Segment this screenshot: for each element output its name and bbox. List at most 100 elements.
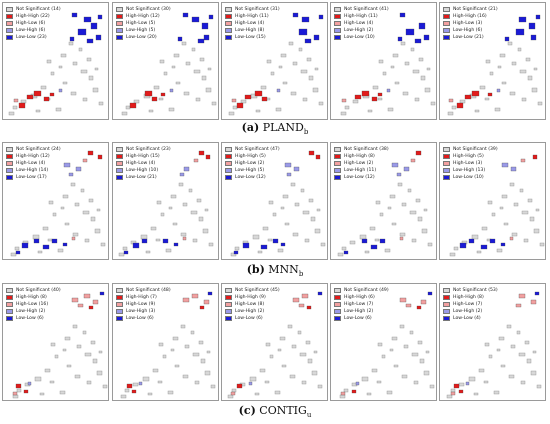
map-region xyxy=(453,383,460,389)
map-region xyxy=(198,216,204,222)
map-region xyxy=(497,65,502,69)
map-region xyxy=(132,382,139,387)
map-region xyxy=(359,234,367,240)
map-region xyxy=(18,102,26,109)
legend-item: Low-High (2) xyxy=(6,308,61,315)
map-region xyxy=(396,172,402,177)
map-region xyxy=(57,248,64,253)
legend-item: Low-High (2) xyxy=(334,308,389,315)
legend-item: High-High (5) xyxy=(225,153,280,160)
map-legend: Not Significant (31) High-High (11) High-L… xyxy=(225,6,280,41)
legend-label: Low-Low (6) xyxy=(235,316,263,321)
legend-swatch xyxy=(443,288,450,293)
map-region xyxy=(489,238,496,244)
map-region xyxy=(39,392,45,396)
map-region xyxy=(175,81,181,85)
map-region xyxy=(168,107,175,112)
legend-swatch xyxy=(116,14,123,19)
map-region xyxy=(236,102,244,109)
map-region xyxy=(184,344,190,349)
map-region xyxy=(259,368,266,373)
legend-label: Low-High (10) xyxy=(126,168,159,173)
legend-swatch xyxy=(6,21,13,26)
map-region xyxy=(447,111,454,116)
map-region xyxy=(361,376,369,382)
map-region xyxy=(405,303,412,308)
map-region xyxy=(523,238,529,243)
map-region xyxy=(308,75,314,81)
map-region xyxy=(290,91,297,96)
map-region xyxy=(179,172,185,177)
legend-item: Not Significant (49) xyxy=(334,287,389,294)
map-region xyxy=(515,303,522,308)
map-region xyxy=(423,208,428,212)
map-region xyxy=(471,234,479,240)
legend-swatch xyxy=(116,154,123,159)
map-region xyxy=(315,154,321,160)
map-region xyxy=(42,244,50,250)
legend-item: Not Significant (38) xyxy=(334,146,389,153)
map-region xyxy=(508,374,515,379)
legend-label: High-Low (8) xyxy=(235,302,265,307)
map-region xyxy=(491,212,496,217)
legend-label: Low-Low (21) xyxy=(126,175,157,180)
map-region xyxy=(414,97,420,102)
legend-item: Low-High (6) xyxy=(6,27,61,34)
legend-item: Low-Low (6) xyxy=(116,315,171,322)
map-region xyxy=(496,248,503,253)
map-region xyxy=(244,94,252,100)
legend-item: High-Low (6) xyxy=(6,20,61,27)
map-region xyxy=(231,388,237,393)
map-region xyxy=(205,154,211,160)
legend-swatch xyxy=(334,295,341,300)
map-region xyxy=(429,384,435,389)
legend-swatch xyxy=(116,295,123,300)
map-region xyxy=(68,41,74,46)
map-region xyxy=(384,248,391,253)
legend-label: High-Low (7) xyxy=(453,302,483,307)
map-region xyxy=(465,381,470,386)
map-legend: Not Significant (40) High-High (8) High-Lo… xyxy=(6,287,61,322)
legend-label: Not Significant (41) xyxy=(344,7,389,12)
map-region xyxy=(377,342,383,347)
legend-label: High-High (9) xyxy=(235,295,266,300)
legend-swatch xyxy=(334,14,341,19)
legend-swatch xyxy=(6,288,13,293)
map-legend: Not Significant (30) High-High (12) High-L… xyxy=(116,6,171,41)
map-legend: Not Significant (47) High-High (5) High-Lo… xyxy=(225,146,280,181)
map-region xyxy=(499,53,506,58)
legend-label: High-Low (16) xyxy=(16,302,49,307)
legend-label: High-High (15) xyxy=(126,154,160,159)
map-region xyxy=(278,65,283,69)
map-region xyxy=(392,53,399,58)
legend-item: High-High (8) xyxy=(6,294,61,301)
map-region xyxy=(304,38,312,44)
legend-label: Low-High (2) xyxy=(344,28,374,33)
cluster-map-panel: Not Significant (23) High-High (15) High-L… xyxy=(112,142,219,260)
map-region xyxy=(423,370,430,376)
legend-label: Low-High (6) xyxy=(453,28,483,33)
map-region xyxy=(479,85,486,90)
map-region xyxy=(188,188,193,193)
map-region xyxy=(8,111,15,116)
map-region xyxy=(489,71,494,76)
legend-item: Low-High (2) xyxy=(225,308,280,315)
map-region xyxy=(260,244,268,250)
map-region xyxy=(206,350,211,354)
legend-item: Low-Low (21) xyxy=(443,34,498,41)
map-region xyxy=(391,336,398,341)
legend-swatch xyxy=(6,147,13,152)
legend-item: Not Significant (40) xyxy=(6,287,61,294)
cluster-map-panel: Not Significant (21) High-High (16) High-L… xyxy=(439,2,546,120)
map-region xyxy=(313,350,318,354)
map-region xyxy=(377,92,383,97)
legend-swatch xyxy=(443,295,450,300)
map-region xyxy=(341,246,347,251)
map-region xyxy=(197,38,205,44)
caption-letter: (c) xyxy=(238,404,256,417)
map-region xyxy=(518,293,526,299)
map-region xyxy=(314,67,319,71)
map-canvas xyxy=(339,291,435,399)
map-legend: Not Significant (21) High-High (16) High-L… xyxy=(443,6,498,41)
map-region xyxy=(289,374,296,379)
